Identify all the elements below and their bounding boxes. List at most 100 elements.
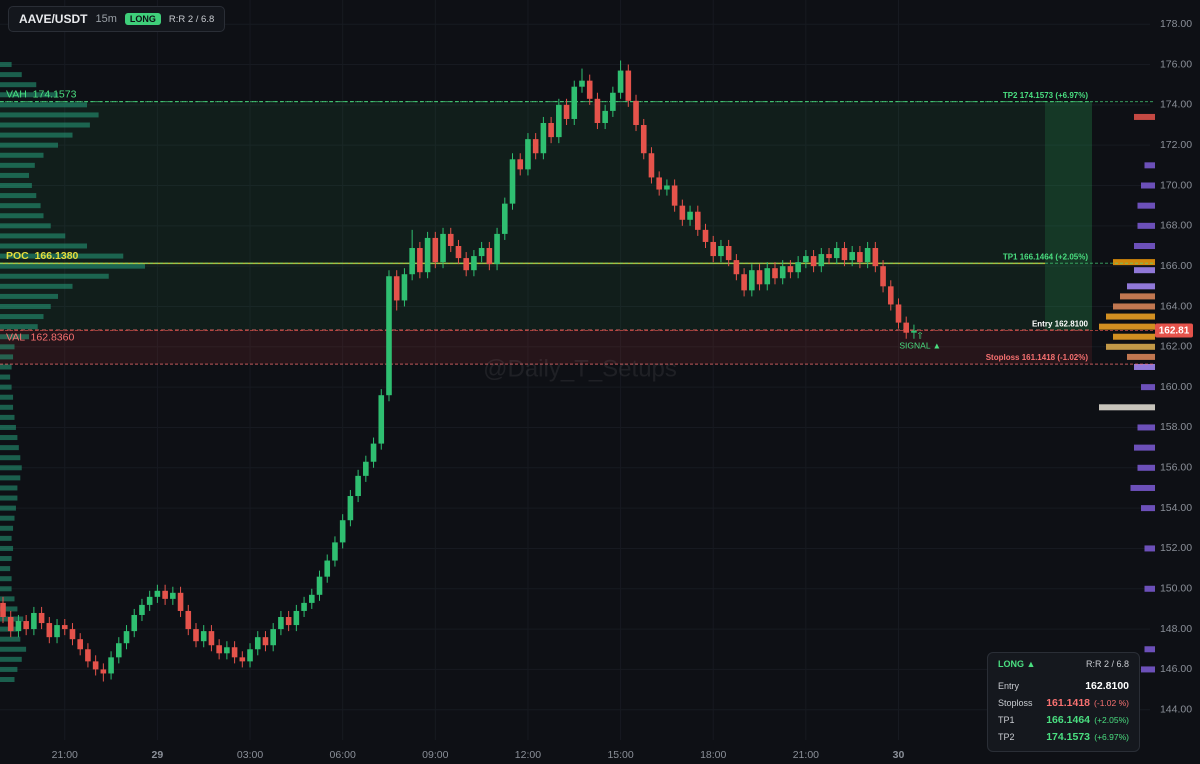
candle-body: [7, 617, 14, 632]
candle-body: [54, 625, 60, 638]
candle-body: [532, 139, 539, 154]
volume-bar: [0, 556, 12, 562]
candle-body: [725, 245, 732, 261]
volume-bar: [0, 293, 58, 299]
volume-bar: [0, 152, 44, 158]
row-key: TP1: [998, 714, 1015, 725]
volume-bar: [0, 223, 51, 229]
interval: 15m: [95, 13, 117, 25]
candle-body: [625, 70, 632, 101]
candle-body: [810, 256, 817, 267]
y-tick-label: 166.00: [1160, 260, 1192, 272]
y-tick-label: 146.00: [1160, 663, 1192, 675]
candle-body: [579, 80, 585, 87]
candle-body: [378, 395, 385, 444]
profit-zone-edge: [1045, 101, 1092, 331]
price-tag-label: 162.81: [1159, 326, 1190, 337]
target-label: TP2 174.1573 (+6.97%): [1003, 91, 1089, 100]
volume-bar: [0, 183, 32, 189]
candle-body: [895, 304, 902, 323]
candle-body: [687, 211, 693, 220]
signal-arrow: ⇧: [916, 330, 924, 340]
candle-body: [154, 590, 161, 597]
y-tick-label: 162.00: [1160, 341, 1192, 353]
header: AAVE/USDT 15m LONG R:R 2 / 6.8: [8, 6, 226, 32]
candle-body: [640, 125, 647, 154]
candle-body: [38, 612, 45, 624]
candle-body: [393, 276, 400, 301]
session-bar: [1134, 267, 1155, 274]
volume-bar: [0, 233, 66, 239]
candle-body: [61, 625, 68, 630]
candle-body: [702, 229, 709, 242]
target-label: TP1 166.1464 (+2.05%): [1003, 252, 1089, 261]
candle-body: [440, 233, 446, 263]
row-key: Entry: [998, 680, 1020, 691]
level-label: VAL 162.8360: [6, 332, 74, 344]
candle-body: [447, 233, 454, 246]
candle-body: [563, 104, 570, 119]
candle-body: [347, 496, 354, 521]
candle-body: [417, 248, 423, 273]
candle-body: [656, 177, 662, 190]
row-key: Stoploss: [998, 697, 1033, 708]
volume-bar: [0, 677, 15, 683]
candle-body: [316, 576, 323, 595]
x-tick-label: 06:00: [330, 749, 356, 761]
row-value: 174.1573: [1046, 730, 1090, 743]
x-tick-label: 09:00: [422, 749, 448, 761]
candle-body: [594, 98, 601, 123]
candle-body: [146, 596, 153, 605]
candle-body: [887, 286, 894, 305]
candle-body: [46, 623, 53, 638]
candle-body: [285, 617, 292, 626]
session-bar: [1106, 343, 1155, 350]
volume-bar: [0, 495, 18, 501]
candle-body: [772, 268, 778, 279]
candle-body: [231, 647, 238, 658]
volume-bar: [0, 344, 15, 350]
candle-body: [239, 657, 246, 662]
candle-body: [671, 185, 678, 206]
volume-bar: [0, 122, 90, 128]
candle-body: [455, 245, 462, 259]
candle-body: [85, 649, 91, 662]
candle-body: [525, 139, 531, 170]
candle-body: [787, 266, 794, 273]
volume-bar: [0, 82, 37, 88]
candle-body: [139, 604, 145, 615]
candle-body: [864, 248, 871, 263]
volume-bar: [0, 72, 22, 78]
target-label: Stoploss 161.1418 (-1.02%): [986, 353, 1089, 362]
session-bar: [1144, 545, 1155, 552]
volume-bar: [0, 636, 21, 642]
session-bar: [1130, 484, 1155, 491]
candle-body: [648, 153, 655, 178]
x-tick-label: 18:00: [700, 749, 726, 761]
candle-body: [193, 629, 199, 642]
panel-rr: R:R 2 / 6.8: [1085, 659, 1129, 669]
volume-bar: [0, 414, 15, 420]
candle-body: [409, 248, 415, 275]
candle-body: [679, 205, 686, 220]
volume-bar: [0, 374, 11, 380]
volume-bar: [0, 646, 27, 652]
candle-body: [664, 185, 670, 190]
candle-body: [162, 590, 168, 599]
volume-bar: [0, 132, 73, 138]
session-bar: [1137, 464, 1155, 471]
volume-bar: [0, 303, 51, 309]
x-tick-label: 21:00: [52, 749, 78, 761]
y-tick-label: 144.00: [1160, 704, 1192, 716]
session-bar: [1127, 353, 1155, 360]
candle-body: [795, 262, 801, 273]
candle-body: [432, 237, 439, 263]
volume-bar: [0, 62, 12, 68]
candle-body: [911, 330, 917, 333]
y-tick-label: 170.00: [1160, 179, 1192, 191]
candle-body: [841, 248, 848, 261]
row-value: 161.1418: [1046, 696, 1090, 709]
session-bar: [1099, 323, 1155, 330]
row-change: (+6.97%): [1094, 731, 1129, 742]
